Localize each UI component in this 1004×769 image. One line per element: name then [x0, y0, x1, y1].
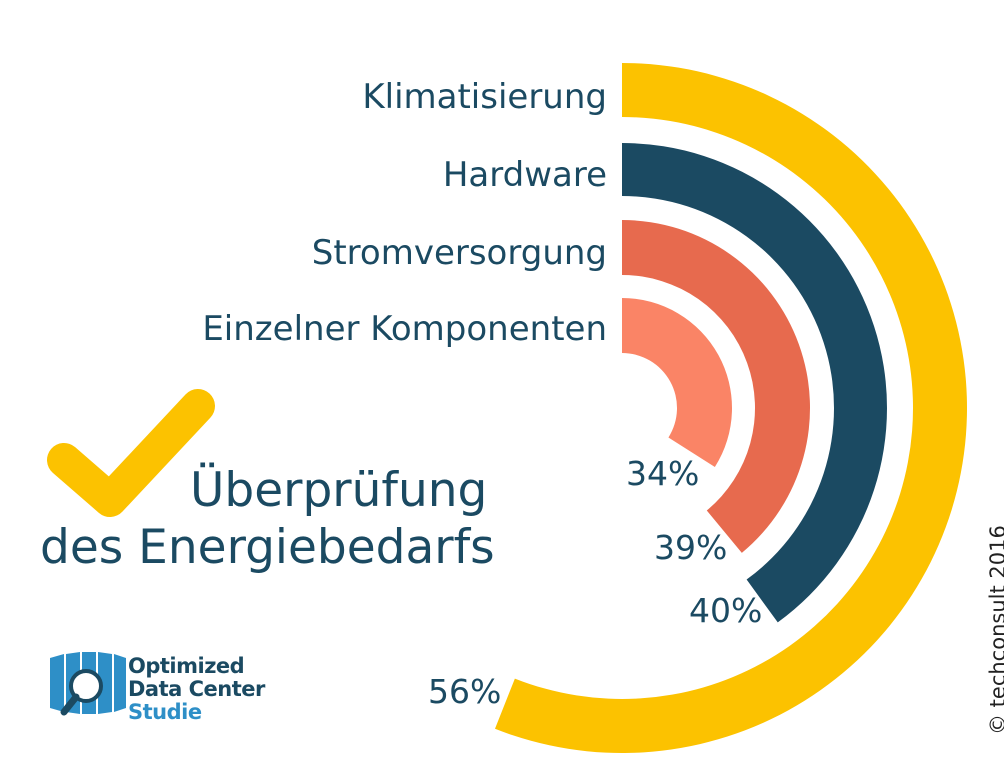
logo-line-2: Data Center: [128, 677, 265, 701]
arc-bar-stromversorgung: [622, 220, 810, 553]
copyright-text: © techconsult 2016: [986, 525, 1004, 735]
value-label-einzelner-komponenten: 34%: [626, 454, 700, 493]
category-label-stromversorgung: Stromversorgung: [311, 233, 607, 273]
arc-bar-einzelner-komponenten: [622, 298, 732, 467]
headline-line-1: Überprüfung: [190, 463, 488, 518]
arc-bar-hardware: [622, 143, 887, 623]
value-label-klimatisierung: 56%: [428, 672, 502, 711]
magnifier-icon: [60, 669, 103, 716]
category-label-hardware: Hardware: [442, 155, 607, 195]
category-label-klimatisierung: Klimatisierung: [362, 77, 607, 117]
logo-line-1: Optimized: [128, 654, 245, 678]
value-label-hardware: 40%: [689, 591, 763, 630]
headline-line-2: des Energiebedarfs: [40, 520, 495, 575]
logo-line-3: Studie: [128, 700, 202, 724]
logo-mark: [50, 652, 126, 716]
value-label-stromversorgung: 39%: [654, 528, 728, 567]
headline: Überprüfung des Energiebedarfs: [40, 462, 495, 576]
check-icon: [47, 389, 215, 517]
logo-wordmark: Optimized Data Center Studie: [128, 655, 265, 724]
chart-arcs: [494, 63, 967, 753]
category-label-einzelner-komponenten: Einzelner Komponenten: [202, 309, 607, 349]
